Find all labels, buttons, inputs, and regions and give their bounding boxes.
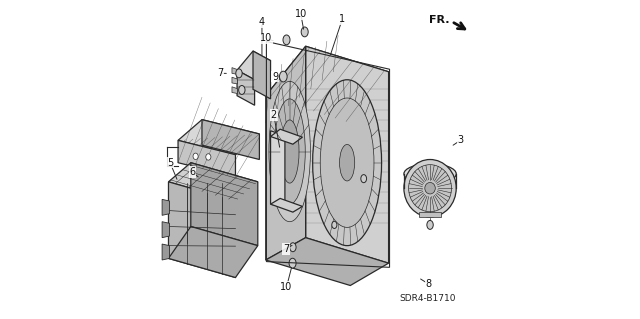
Polygon shape — [162, 199, 170, 215]
Polygon shape — [237, 70, 255, 105]
Text: 7: 7 — [283, 244, 289, 254]
Ellipse shape — [269, 81, 310, 222]
Ellipse shape — [206, 154, 211, 160]
Polygon shape — [191, 163, 258, 246]
Text: 7: 7 — [217, 68, 223, 78]
Ellipse shape — [332, 221, 337, 228]
Polygon shape — [271, 131, 285, 207]
Polygon shape — [306, 46, 388, 263]
Ellipse shape — [236, 69, 242, 78]
Text: 10: 10 — [260, 33, 272, 43]
Text: 6: 6 — [189, 167, 195, 177]
Ellipse shape — [404, 164, 456, 184]
Polygon shape — [271, 198, 303, 212]
Ellipse shape — [280, 120, 299, 183]
Polygon shape — [162, 222, 170, 238]
Polygon shape — [266, 238, 388, 286]
Ellipse shape — [313, 80, 381, 246]
Text: 1: 1 — [339, 14, 346, 24]
Ellipse shape — [239, 85, 245, 94]
Polygon shape — [202, 120, 259, 160]
Polygon shape — [162, 244, 170, 260]
Ellipse shape — [301, 27, 308, 37]
Polygon shape — [232, 77, 237, 84]
Ellipse shape — [274, 99, 305, 204]
Ellipse shape — [340, 145, 355, 181]
Polygon shape — [271, 129, 303, 144]
Ellipse shape — [427, 220, 433, 229]
Text: 5: 5 — [167, 158, 173, 168]
Text: 10: 10 — [295, 9, 307, 19]
Ellipse shape — [290, 243, 296, 252]
Text: 8: 8 — [426, 279, 431, 289]
Ellipse shape — [193, 153, 198, 160]
Text: 3: 3 — [458, 135, 463, 145]
Ellipse shape — [361, 174, 367, 183]
Ellipse shape — [408, 165, 451, 212]
Ellipse shape — [320, 98, 374, 227]
Ellipse shape — [283, 35, 290, 45]
Polygon shape — [232, 87, 237, 93]
Polygon shape — [168, 163, 258, 201]
Text: 2: 2 — [271, 110, 277, 120]
Polygon shape — [237, 51, 271, 80]
Text: FR.: FR. — [429, 15, 449, 25]
Polygon shape — [168, 182, 236, 278]
Polygon shape — [168, 226, 258, 278]
Polygon shape — [419, 212, 441, 217]
Polygon shape — [178, 120, 259, 155]
Polygon shape — [266, 46, 306, 260]
Text: SDR4-B1710: SDR4-B1710 — [399, 294, 456, 303]
Ellipse shape — [425, 182, 435, 194]
Ellipse shape — [280, 71, 287, 82]
Ellipse shape — [404, 160, 456, 217]
Text: 4: 4 — [259, 17, 265, 27]
Polygon shape — [178, 140, 236, 177]
Ellipse shape — [289, 258, 296, 268]
Polygon shape — [253, 51, 271, 99]
Polygon shape — [232, 68, 237, 74]
Polygon shape — [266, 46, 388, 123]
Text: 10: 10 — [280, 282, 292, 292]
Text: 9: 9 — [272, 71, 278, 82]
